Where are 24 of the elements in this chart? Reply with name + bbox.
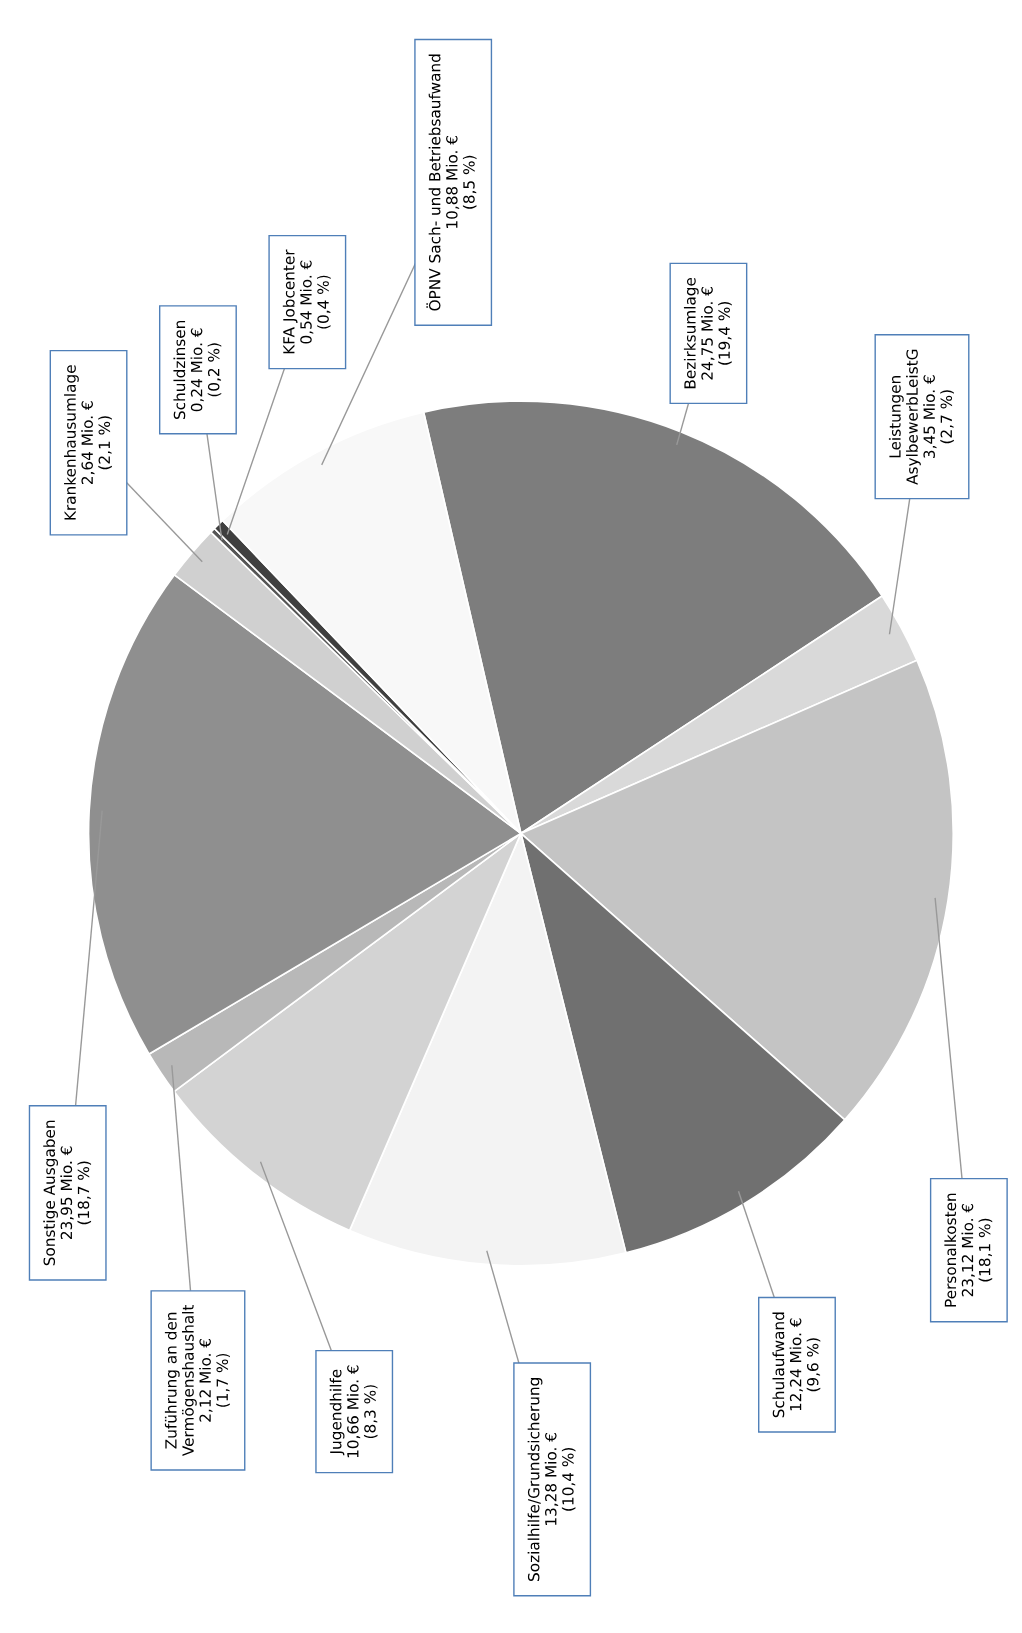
slice-label: Personalkosten <box>944 1193 957 1307</box>
data-label: 13,28 Mio. € (10,4 %) <box>544 1433 576 1525</box>
data-label: 10,66 Mio. € (8,3 %) <box>346 1365 378 1458</box>
slice-label: KFA Jobcenter <box>282 249 298 354</box>
data-label: 0,24 Mio. € (0,2 %) <box>190 328 222 412</box>
slice-label: ÖPNV Sach- und Betriebsaufwand <box>426 54 441 311</box>
slice-label: Schuldzinsen <box>173 320 186 420</box>
slice-label: Sozialhilfe/Grundsicherung <box>527 1378 543 1581</box>
data-label: 23,95 Mio. € (18,7 %) <box>60 1146 92 1239</box>
data-label: 23,12 Mio. € (18,1 %) <box>961 1203 993 1297</box>
slice-label: Sonstige Ausgaben <box>43 1120 58 1266</box>
data-label: 0,54 Mio. € (0,4 %) <box>299 260 331 344</box>
slice-label: Bezirksumlage <box>683 277 699 389</box>
data-label: 24,75 Mio. € (19,4 %) <box>701 287 732 380</box>
data-label: 10,88 Mio. € (8,5 %) <box>445 136 477 228</box>
slice-label: Jugendhilfe <box>329 1369 345 1456</box>
data-label: 2,64 Mio. € (2,1 %) <box>81 401 112 485</box>
slice-label: Krankenhausumlage <box>64 365 79 520</box>
data-label: 3,45 Mio. € (2,7 %) <box>923 375 954 458</box>
slice-label: Leistungen AsylbewerbLeistG <box>888 349 921 485</box>
slice-label: Schulaufwand <box>772 1312 785 1418</box>
data-label: 12,24 Mio. € (9,6 %) <box>789 1318 821 1411</box>
data-label: 2,12 Mio. € (1,7 %) <box>199 1338 230 1422</box>
slice-label: Zuführung an den Vermögenshaushalt <box>164 1304 197 1457</box>
